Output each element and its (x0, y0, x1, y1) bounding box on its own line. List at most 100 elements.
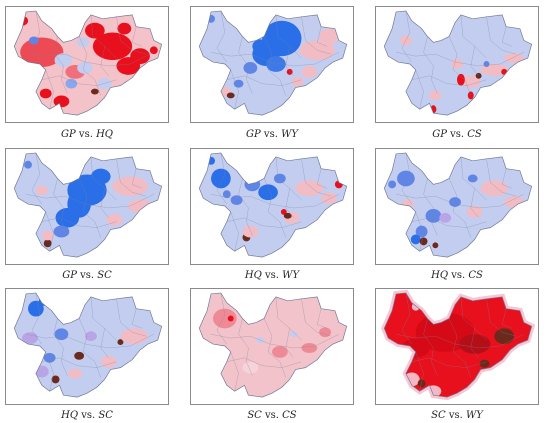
boundary-line (502, 168, 513, 189)
boundary-line (301, 298, 332, 337)
map-patch (319, 28, 339, 45)
boundary-line (317, 308, 328, 329)
map-patch (92, 32, 133, 61)
map-patch (415, 225, 428, 238)
boundary-line (285, 328, 294, 358)
map-patch (55, 207, 80, 228)
map-patch (43, 239, 52, 248)
map-patch (222, 190, 231, 199)
map-patch (432, 242, 439, 249)
boundary-line (90, 14, 117, 59)
boundary-line (415, 211, 424, 252)
boundary-line (415, 69, 424, 110)
boundary-line (78, 36, 101, 96)
boundary-line (45, 351, 54, 392)
boundary-line (31, 152, 42, 205)
boundary-line (238, 318, 253, 376)
boundary-line (470, 46, 479, 76)
boundary-line (116, 16, 147, 55)
map-patch (483, 61, 490, 67)
map-patch (243, 62, 258, 74)
map-patch (449, 197, 461, 207)
boundary-line (238, 178, 253, 236)
map-patch (77, 37, 89, 48)
boundary-line (502, 26, 513, 47)
boundary-line (116, 158, 147, 197)
map-patch (29, 36, 39, 45)
boundary-line (216, 152, 227, 205)
boundary-line (411, 357, 487, 368)
boundary-line (423, 178, 438, 236)
map-outline (383, 152, 533, 258)
map-patch (233, 79, 244, 88)
map-panel-gp-vs-cs (375, 6, 539, 123)
boundary-line (470, 328, 479, 358)
map-patch (301, 65, 318, 78)
boundary-line (100, 46, 109, 76)
map-patch (90, 88, 99, 95)
boundary-line (448, 178, 471, 238)
map-patch (295, 180, 324, 197)
map-patch (460, 75, 481, 88)
boundary-line (116, 298, 147, 337)
map-patch (467, 174, 478, 183)
map-patch (419, 237, 428, 246)
boundary-line (53, 318, 68, 376)
map-patch (85, 331, 97, 342)
map-patch (43, 352, 56, 363)
map-gp-vs-wy (198, 10, 348, 116)
map-patch (112, 176, 148, 197)
map-patch (458, 334, 491, 354)
map-outline (198, 152, 348, 258)
map-patch (100, 355, 117, 368)
map-patch (494, 328, 515, 345)
map-patch (273, 173, 286, 184)
map-outline (13, 152, 163, 258)
map-gp-vs-sc (13, 152, 163, 258)
caption-gp-vs-sc: GP vs. SC (62, 270, 112, 281)
map-patch (401, 199, 414, 209)
boundary-line (100, 328, 109, 358)
boundary-line (31, 292, 42, 345)
boundary-line (396, 194, 524, 209)
map-panel-hq-vs-sc (5, 288, 169, 405)
map-outline (383, 292, 533, 398)
boundary-line (53, 178, 68, 236)
map-patch (429, 90, 442, 101)
map-outline (13, 292, 163, 398)
map-patch (430, 105, 437, 114)
boundary-line (238, 36, 253, 94)
boundary-line (78, 178, 101, 238)
map-panel-sc-vs-cs (190, 288, 354, 405)
map-patch (425, 208, 442, 223)
boundary-line (285, 188, 294, 218)
map-patch (252, 39, 269, 54)
boundary-line (90, 156, 117, 201)
map-outline (13, 10, 163, 116)
boundary-line (41, 75, 117, 86)
map-patch (97, 77, 112, 90)
map-patch (397, 170, 415, 187)
boundary-line (53, 36, 68, 94)
map-gp-vs-hq (13, 10, 163, 116)
map-patch (22, 332, 38, 345)
map-panel-gp-vs-hq (5, 6, 169, 123)
map-patch (291, 76, 304, 87)
boundary-line (275, 156, 302, 201)
map-patch (41, 230, 54, 241)
map-patch (439, 212, 452, 223)
map-gp-vs-cs (383, 10, 533, 116)
boundary-line (216, 10, 227, 63)
boundary-line (396, 334, 524, 349)
map-patch (283, 212, 292, 219)
map-patch (120, 328, 148, 345)
map-hq-vs-wy (198, 152, 348, 258)
boundary-line (415, 351, 424, 392)
boundary-line (31, 10, 42, 63)
map-patch (74, 351, 85, 360)
boundary-line (486, 158, 517, 197)
map-outline (383, 10, 533, 116)
map-panel-hq-vs-wy (190, 148, 354, 265)
boundary-line (45, 69, 54, 110)
boundary-line (26, 52, 154, 67)
